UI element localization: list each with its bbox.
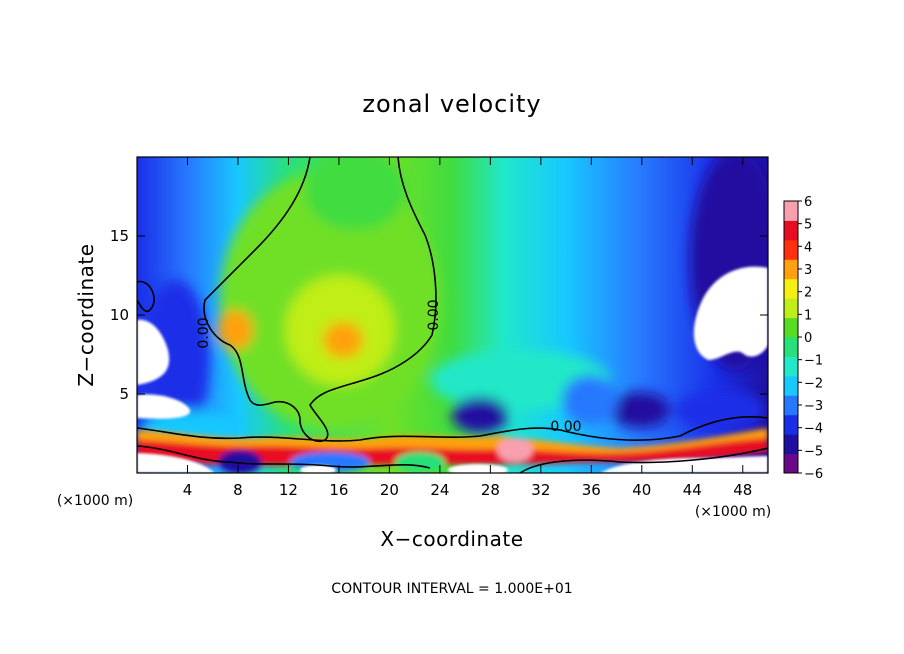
colorbar-swatch-8: [784, 298, 798, 319]
colorbar: [784, 201, 798, 474]
x-tick-label-11: 48: [733, 481, 752, 499]
colorbar-tick-label-11: −5: [804, 444, 823, 459]
x-tick-label-6: 28: [481, 481, 500, 499]
colorbar-tick-label-12: −6: [804, 467, 823, 482]
colorbar-tick-label-10: −4: [804, 422, 823, 437]
zero-contour-surface: [137, 416, 768, 442]
x-tick-label-0: 4: [183, 481, 193, 499]
upper-green-column: [305, 157, 405, 230]
x-tick-label-10: 44: [683, 481, 702, 499]
zero-contour-lower: [137, 445, 768, 473]
x-axis-label: X−coordinate: [380, 527, 523, 551]
colorbar-swatch-2: [784, 414, 798, 435]
masked-bottom-28: [448, 464, 508, 473]
colorbar-tick-label-3: 3: [804, 263, 812, 278]
left-peak: [217, 310, 253, 350]
zero-contours: [137, 157, 768, 473]
masked-left-lower-region: [137, 394, 191, 419]
x-unit-label-left: (×1000 m): [57, 493, 133, 509]
central-peak: [323, 322, 363, 358]
x-tick-label-7: 32: [531, 481, 550, 499]
lower-purple-8: [218, 450, 262, 473]
colorbar-tick-label-8: −2: [804, 376, 823, 391]
x-unit-label-right: (×1000 m): [695, 504, 771, 520]
contour-left-small: [137, 280, 155, 313]
contour-labels: 0.00 0.00 0.00: [196, 299, 582, 435]
colorbar-ticks: 6 5 4 3 2 1 0 −1 −2 −3 −4 −5 −6: [798, 195, 823, 482]
x-tick-label-5: 24: [430, 481, 449, 499]
masked-bottom-18: [300, 465, 336, 473]
colorbar-swatch-4: [784, 375, 798, 396]
masked-bottom-left: [137, 453, 215, 473]
colorbar-tick-label-0: 6: [804, 195, 812, 210]
colorbar-tick-label-9: −3: [804, 399, 823, 414]
colorbar-swatch-11: [784, 239, 798, 260]
y-tick-label-1: 10: [110, 306, 129, 324]
colorbar-tick-label-7: −1: [804, 354, 823, 369]
x-tick-label-1: 8: [233, 481, 243, 499]
contour-interval-text: CONTOUR INTERVAL = 1.000E+01: [331, 581, 572, 597]
contour-label-left: 0.00: [196, 317, 212, 348]
x-tick-label-8: 36: [582, 481, 601, 499]
chart-title: zonal velocity: [362, 90, 541, 118]
colorbar-swatch-7: [784, 317, 798, 338]
deep-blue-28: [452, 397, 508, 433]
colorbar-tick-label-5: 1: [804, 308, 812, 323]
masked-left-region: [137, 319, 170, 385]
y-axis-ticks: 5 10 15: [110, 227, 768, 403]
x-tick-label-3: 16: [329, 481, 348, 499]
masked-right-region: [693, 266, 768, 360]
colorbar-swatch-1: [784, 434, 798, 455]
y-tick-label-2: 15: [110, 227, 129, 245]
lower-green-24: [395, 452, 445, 472]
colorbar-tick-label-6: 0: [804, 331, 812, 346]
colorbar-swatch-13: [784, 201, 798, 221]
y-axis-label: Z−coordinate: [74, 243, 98, 386]
colorbar-swatch-10: [784, 259, 798, 280]
contour-label-right: 0.00: [426, 299, 442, 330]
velocity-field: 0.00 0.00 0.00: [137, 157, 768, 473]
colorbar-tick-label-4: 2: [804, 286, 812, 301]
x-tick-label-4: 20: [380, 481, 399, 499]
contour-label-surface: 0.00: [550, 419, 581, 435]
right-lower-blue: [675, 390, 765, 430]
colorbar-swatch-3: [784, 395, 798, 416]
x-tick-label-2: 12: [279, 481, 298, 499]
colorbar-tick-label-2: 4: [804, 240, 812, 255]
y-tick-label-0: 5: [119, 385, 129, 403]
colorbar-swatch-0: [784, 453, 798, 474]
red-peak-30: [497, 438, 533, 462]
colorbar-swatch-5: [784, 356, 798, 377]
colorbar-swatch-12: [784, 220, 798, 241]
colorbar-swatch-9: [784, 278, 798, 299]
blue-36: [562, 375, 618, 425]
colorbar-swatch-6: [784, 337, 798, 357]
x-tick-label-9: 40: [632, 481, 651, 499]
zero-contour-central: [203, 157, 437, 442]
deep-blue-38: [610, 392, 670, 428]
colorbar-tick-label-1: 5: [804, 218, 812, 233]
x-axis-ticks: 4 8 12 16 20 24 28 32 36 40 44 48: [183, 157, 752, 499]
